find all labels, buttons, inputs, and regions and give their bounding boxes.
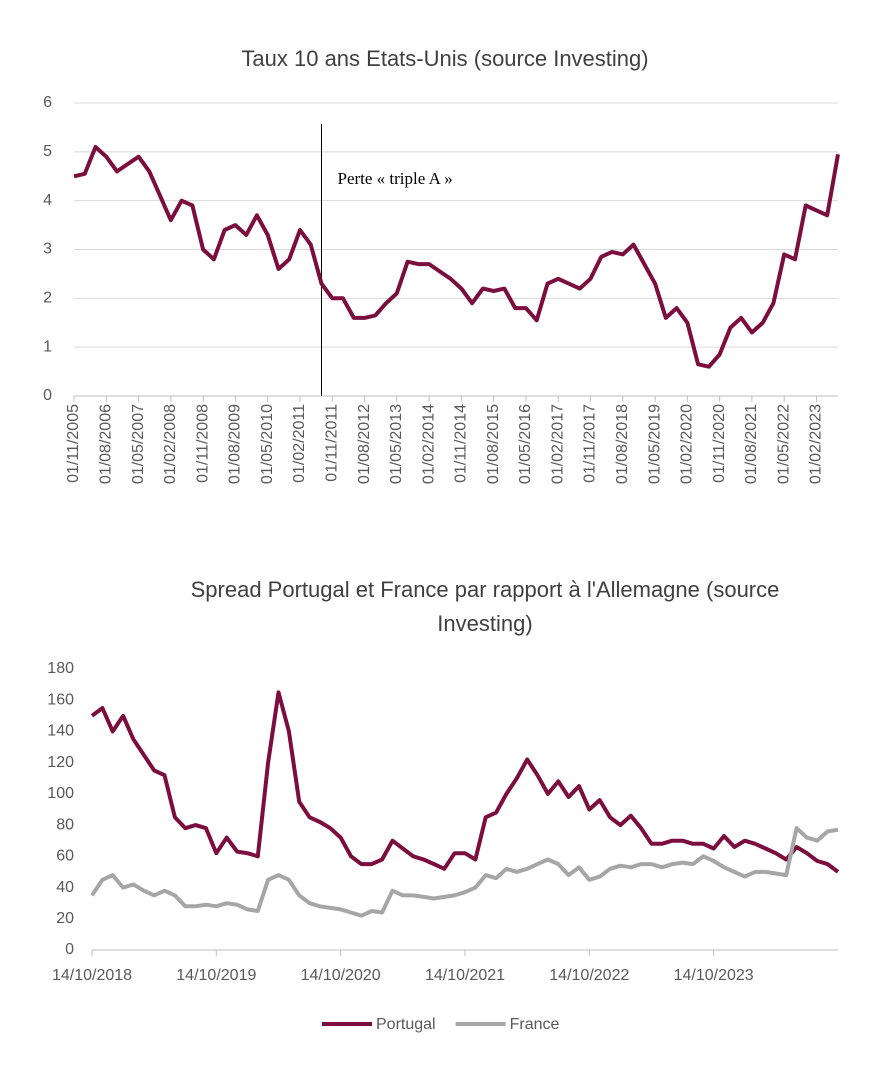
- x-tick-label: 14/10/2022: [549, 967, 629, 984]
- x-tick-label: 14/10/2020: [301, 967, 381, 984]
- legend-label: France: [510, 1016, 560, 1033]
- x-tick-label: 01/11/2005: [65, 404, 82, 483]
- x-tick-label: 14/10/2018: [52, 967, 132, 984]
- x-tick-label: 01/11/2020: [711, 404, 728, 483]
- x-tick-label: 01/05/2010: [259, 404, 276, 484]
- x-tick-label: 01/11/2011: [323, 404, 340, 482]
- y-tick-label: 20: [56, 910, 74, 927]
- chart-title: Taux 10 ans Etats-Unis (source Investing…: [241, 46, 649, 71]
- x-tick-label: 01/08/2018: [614, 404, 631, 484]
- x-tick-label: 01/05/2016: [517, 404, 534, 484]
- x-tick-label: 01/11/2017: [582, 404, 599, 483]
- y-tick-label: 140: [47, 723, 74, 740]
- data-line: [73, 145, 840, 369]
- x-tick-label: 01/11/2014: [453, 404, 470, 483]
- y-tick-label: 100: [47, 785, 74, 802]
- x-tick-label: 01/08/2015: [485, 404, 502, 484]
- x-tick-label: 14/10/2019: [176, 967, 256, 984]
- y-tick-label: 2: [43, 290, 52, 307]
- x-tick-label: 01/08/2006: [98, 404, 115, 484]
- x-tick-label: 01/02/2023: [808, 404, 825, 484]
- x-tick-label: 01/05/2022: [775, 404, 792, 484]
- y-tick-label: 120: [47, 754, 74, 771]
- x-tick-label: 01/08/2012: [356, 404, 373, 484]
- x-tick-label: 14/10/2023: [674, 967, 754, 984]
- x-tick-label: 01/02/2014: [420, 404, 437, 484]
- x-tick-label: 01/05/2019: [646, 404, 663, 484]
- data-line: [90, 826, 839, 918]
- y-tick-label: 80: [56, 816, 74, 833]
- x-tick-label: 14/10/2021: [425, 967, 505, 984]
- data-line: [90, 690, 840, 874]
- y-tick-label: 60: [56, 848, 74, 865]
- x-tick-label: 01/08/2021: [743, 404, 760, 484]
- y-tick-label: 6: [43, 94, 52, 111]
- x-tick-label: 01/08/2009: [227, 404, 244, 484]
- x-tick-label: 01/05/2007: [130, 404, 147, 484]
- legend-label: Portugal: [376, 1016, 436, 1033]
- y-tick-label: 5: [43, 143, 52, 160]
- x-tick-label: 01/02/2020: [679, 404, 696, 484]
- y-tick-label: 4: [43, 192, 52, 209]
- y-tick-label: 0: [43, 387, 52, 404]
- x-tick-label: 01/05/2013: [388, 404, 405, 484]
- y-tick-label: 180: [47, 660, 74, 677]
- x-tick-label: 01/02/2008: [162, 404, 179, 484]
- y-tick-label: 3: [43, 241, 52, 258]
- y-tick-label: 160: [47, 691, 74, 708]
- y-tick-label: 40: [56, 879, 74, 896]
- y-tick-label: 1: [43, 338, 52, 355]
- x-tick-label: 01/02/2011: [291, 404, 308, 483]
- y-tick-label: 0: [65, 941, 74, 958]
- x-tick-label: 01/02/2017: [549, 404, 566, 484]
- x-tick-label: 01/11/2008: [194, 404, 211, 483]
- chart-title: Spread Portugal et France par rapport à …: [190, 577, 780, 636]
- annotation: Perte « triple A »: [337, 169, 452, 188]
